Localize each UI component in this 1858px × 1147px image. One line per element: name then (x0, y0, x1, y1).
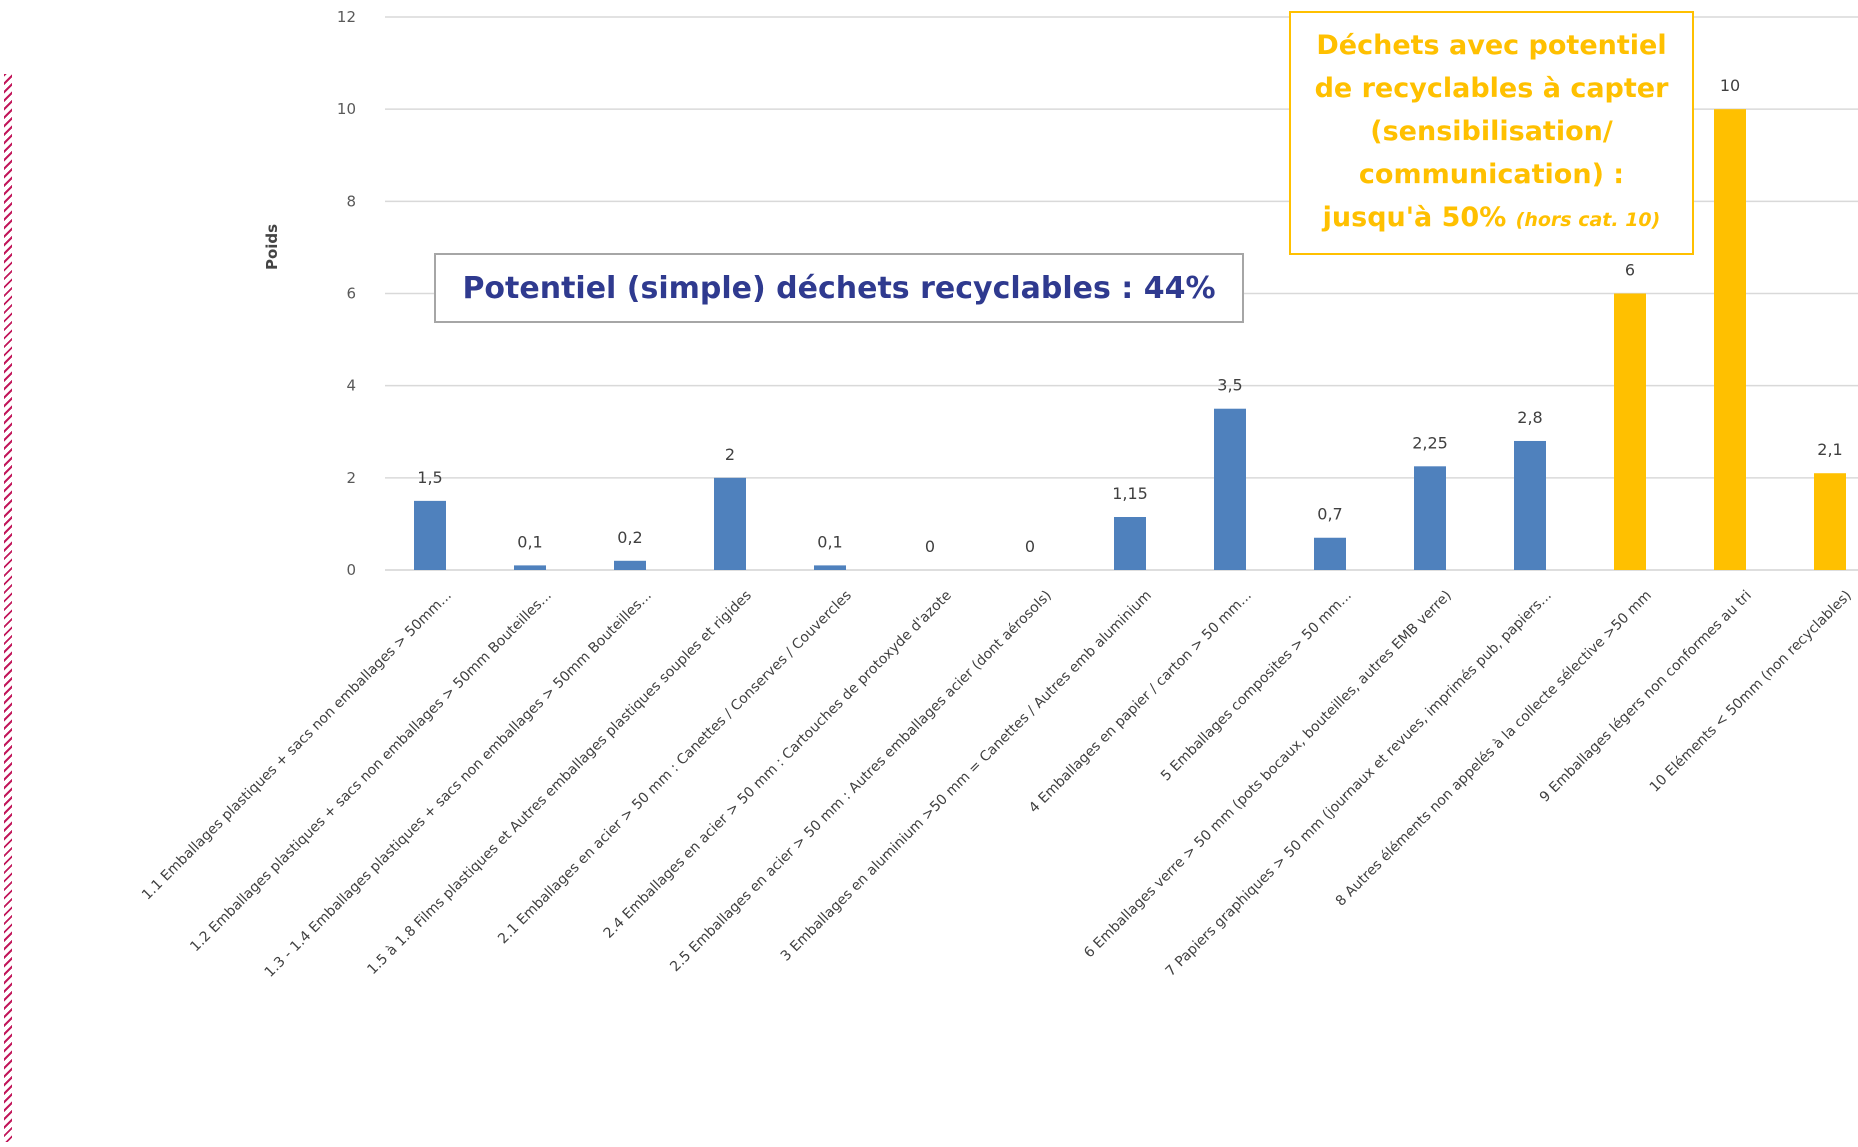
bar-value-label: 3,5 (1217, 376, 1242, 395)
x-category-label: 8 Autres éléments non appelés à la colle… (1333, 588, 1655, 910)
bar (1614, 293, 1646, 570)
x-category-label: 9 Emballages légers non conformes au tri (1537, 588, 1755, 806)
bar-value-label: 6 (1625, 261, 1635, 280)
x-category-label: 3 Emballages en aluminium >50 mm = Canet… (778, 588, 1155, 965)
bar (1814, 473, 1846, 570)
bar-value-labels: 1,5 0,1 0,2 2 0,1 0 0 1,15 3,5 0,7 2,25 2,8 6 10 2,1 (417, 76, 1842, 556)
bar (714, 477, 746, 570)
y-axis-tick-labels: 0 2 4 6 8 10 12 (337, 8, 356, 579)
bar (1514, 440, 1546, 570)
y-tick-label: 4 (346, 377, 356, 395)
bar-value-label: 10 (1720, 76, 1740, 95)
bar-value-label: 0,7 (1317, 505, 1342, 524)
bar (1114, 517, 1146, 570)
y-tick-label: 0 (346, 561, 356, 579)
y-tick-label: 10 (337, 100, 356, 118)
capture-potential-line-2: de recyclables à capter (1314, 73, 1669, 104)
x-category-label: 1.3 - 1.4 Emballages plastiques + sacs n… (262, 588, 655, 981)
bar (514, 565, 546, 570)
bar (814, 565, 846, 570)
bar (614, 560, 646, 570)
y-tick-label: 12 (337, 8, 356, 26)
capture-potential-percent: jusqu'à 50% (1322, 202, 1507, 233)
x-category-label: 2.1 Emballages en acier > 50 mm : Canett… (495, 588, 855, 948)
x-category-label: 6 Emballages verre > 50 mm (pots bocaux,… (1081, 588, 1455, 962)
bar-value-label: 1,5 (417, 468, 442, 487)
x-category-label: 1.5 à 1.8 Films plastiques et Autres emb… (364, 588, 754, 978)
capture-potential-note: (hors cat. 10) (1515, 209, 1661, 231)
capture-potential-line-5: jusqu'à 50% (hors cat. 10) (1323, 196, 1661, 242)
bar-value-label: 0 (925, 537, 935, 556)
left-decorative-border (4, 74, 12, 1142)
x-axis-category-labels: 1.1 Emballages plastiques + sacs non emb… (139, 588, 1855, 981)
x-category-label: 1.2 Emballages plastiques + sacs non emb… (187, 588, 555, 956)
x-category-label: 4 Emballages en papier / carton > 50 mm.… (1026, 588, 1255, 817)
capture-potential-line-4: communication) : (1358, 159, 1625, 190)
bar (414, 500, 446, 570)
y-tick-label: 8 (346, 192, 356, 210)
bar-value-label: 0 (1025, 537, 1035, 556)
bar (1314, 537, 1346, 570)
bar (1414, 466, 1446, 570)
capture-potential-annotation: Déchets avec potentiel de recyclables à … (1289, 11, 1694, 255)
recyclable-potential-text: Potentiel (simple) déchets recyclables :… (462, 270, 1216, 306)
x-category-label: 2.4 Emballages en acier > 50 mm : Cartou… (601, 588, 955, 942)
y-axis-label: Poids (263, 223, 281, 271)
bar-value-label: 0,1 (517, 532, 542, 551)
bar-value-label: 0,2 (617, 528, 642, 547)
x-category-label: 2.5 Emballages en acier > 50 mm : Autres… (667, 588, 1055, 976)
capture-potential-line-1: Déchets avec potentiel (1316, 30, 1667, 61)
recyclable-potential-annotation: Potentiel (simple) déchets recyclables :… (434, 253, 1244, 323)
bar-value-label: 0,1 (817, 532, 842, 551)
y-tick-label: 6 (346, 285, 356, 303)
x-category-label: 5 Emballages composites > 50 mm... (1158, 588, 1355, 785)
bar-value-label: 2,1 (1817, 440, 1842, 459)
x-category-label: 7 Papiers graphiques > 50 mm (journaux e… (1163, 588, 1555, 980)
bar-value-label: 2,25 (1412, 433, 1448, 452)
chart-bars (414, 109, 1846, 571)
bar (1714, 109, 1746, 571)
y-tick-label: 2 (346, 469, 356, 487)
bar-value-label: 2 (725, 445, 735, 464)
bar (1214, 408, 1246, 570)
capture-potential-line-3: (sensibilisation/ (1370, 116, 1613, 147)
bar-value-label: 1,15 (1112, 484, 1148, 503)
bar-value-label: 2,8 (1517, 408, 1542, 427)
x-category-label: 10 Eléments < 50mm (non recyclables) (1647, 588, 1855, 796)
